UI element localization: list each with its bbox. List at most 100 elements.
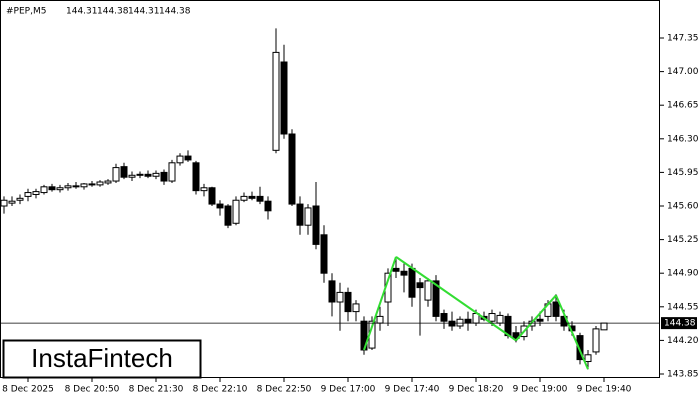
watermark: InstaFintech [31,343,173,373]
candle-body [32,191,40,195]
y-tick-label: 146.30 [667,134,699,144]
candle-body [400,270,408,276]
candle-body [440,313,448,322]
y-tick-label: 144.20 [667,336,699,346]
candle-body [160,171,168,182]
candle-body [432,280,440,317]
candle-body [592,328,600,353]
x-tick-label: 8 Dec 2025 [2,385,54,395]
candle-body [320,234,328,274]
candle-body [88,183,96,186]
candle-body [272,51,280,151]
candle-body [256,195,264,202]
candle-body [344,291,352,313]
candle-body [216,203,224,209]
candle-body [24,192,32,197]
candle-body [72,185,80,188]
candle-body [112,167,120,182]
header-close: 144.38 [159,7,191,17]
candle-body [48,186,56,191]
candle-body [80,183,88,188]
candle-body [288,133,296,205]
candle-body [96,181,104,186]
candle-body [488,313,496,322]
candle-body [304,207,312,226]
pattern-line [363,256,397,351]
x-tick-label: 9 Dec 18:20 [449,385,504,395]
candle-body [136,173,144,176]
pattern-line [515,294,557,342]
candle-body [56,187,64,191]
candle-body [552,301,560,317]
candle-body [200,187,208,192]
candle-body [312,205,320,245]
candle-body [416,282,424,289]
candle-body [280,61,288,135]
candle-body [40,186,48,194]
y-tick-label: 145.25 [667,235,699,245]
candle-body [584,354,592,363]
y-tick-label: 146.65 [667,101,699,111]
candle-body [336,291,344,303]
candle-body [208,187,216,205]
x-tick-label: 8 Dec 21:30 [129,385,184,395]
candle-body [64,185,72,189]
header-open: 144.31 [66,7,98,17]
candle-body [448,320,456,327]
y-tick-label: 143.85 [667,370,699,380]
plot-frame [0,0,660,378]
candle-body [152,172,160,177]
candle-body [496,314,504,324]
candle-body [328,280,336,303]
candle-body [264,200,272,212]
candle-body [464,318,472,324]
x-tick-label: 9 Dec 19:40 [577,385,632,395]
candle-body [424,280,432,301]
y-tick-label: 145.95 [667,168,699,178]
candle-body [8,200,16,204]
candle-body [184,155,192,161]
candle-body [376,315,384,324]
x-tick-label: 9 Dec 19:00 [513,385,568,395]
candle-body [392,267,400,272]
candle-body [224,205,232,226]
candle-body [120,166,128,178]
x-tick-label: 8 Dec 20:50 [65,385,120,395]
candle-body [352,303,360,313]
pattern-line [555,294,589,370]
candle-body [128,174,136,178]
candle-body [600,322,608,331]
x-tick-label: 8 Dec 22:50 [257,385,312,395]
candle-body [176,155,184,164]
current-price-label: 144.38 [664,319,696,329]
candle-body [0,199,8,207]
x-tick-label: 9 Dec 17:40 [385,385,440,395]
candle-body [104,180,112,184]
x-tick-label: 9 Dec 17:00 [321,385,376,395]
candle-body [576,335,584,361]
candle-body [240,195,248,201]
candle-body [408,267,416,298]
candle-body [144,173,152,177]
y-tick-label: 144.90 [667,269,699,279]
candle-body [248,195,256,199]
candle-body [168,162,176,182]
y-tick-label: 147.35 [667,34,699,44]
candle-body [232,199,240,224]
y-tick-label: 147.00 [667,67,699,77]
y-tick-label: 145.60 [667,202,699,212]
candle-body [456,318,464,327]
current-price-box [661,317,697,330]
x-tick-label: 8 Dec 22:10 [193,385,248,395]
pattern-line [395,256,517,342]
watermark-box [2,339,202,379]
symbol: #PEP,M5 [6,7,46,17]
candle-body [16,197,24,201]
candle-body [192,162,200,192]
y-tick-label: 144.55 [667,302,699,312]
header-high: 144.38 [97,7,129,17]
candle-body [296,203,304,226]
